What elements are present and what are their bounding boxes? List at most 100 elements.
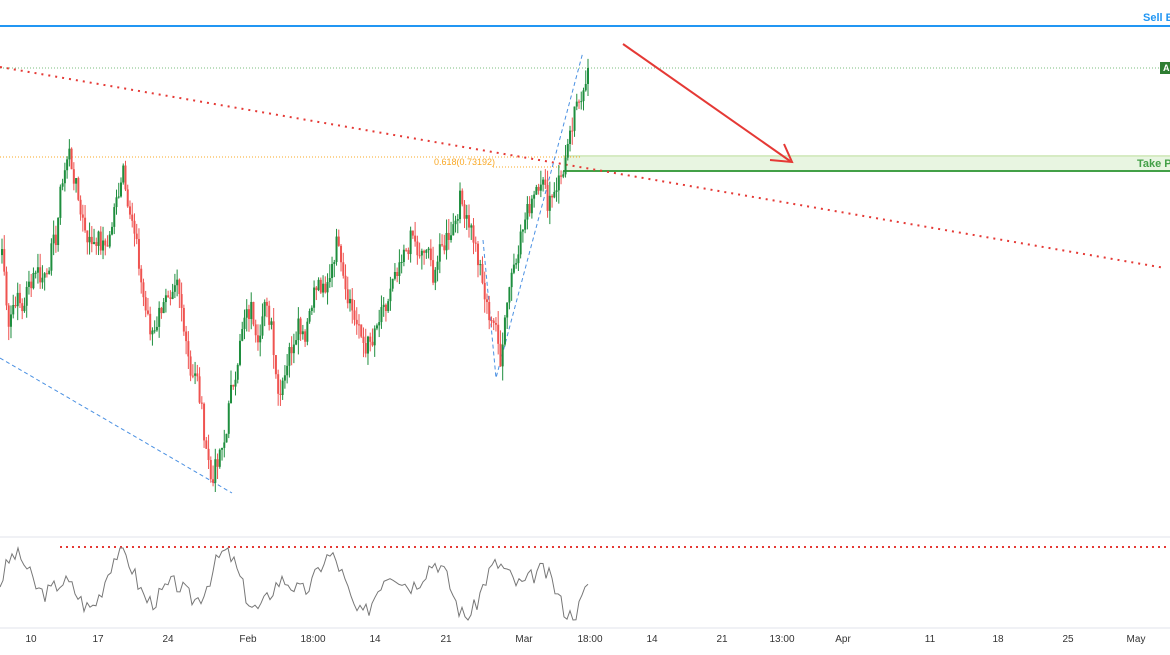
candle-body bbox=[122, 165, 125, 183]
candle-body bbox=[41, 277, 44, 283]
candle bbox=[117, 182, 120, 199]
candle-body bbox=[79, 199, 82, 215]
candle bbox=[97, 230, 100, 256]
candle-body bbox=[88, 236, 91, 243]
x-tick-label: 14 bbox=[646, 634, 658, 645]
candle-body bbox=[357, 324, 360, 326]
candle-body bbox=[575, 101, 578, 107]
x-tick-label: 18:00 bbox=[300, 634, 325, 645]
candle bbox=[526, 196, 529, 230]
candle-body bbox=[429, 248, 432, 261]
descending-trendline[interactable] bbox=[0, 66, 1166, 269]
candle bbox=[234, 371, 237, 396]
candle bbox=[88, 222, 91, 255]
candle bbox=[16, 282, 19, 321]
candle bbox=[286, 354, 289, 384]
candle-body bbox=[441, 244, 444, 246]
candle bbox=[241, 321, 244, 342]
candle bbox=[45, 268, 48, 278]
candle-body bbox=[407, 250, 410, 255]
candle bbox=[119, 177, 122, 198]
candle bbox=[32, 267, 35, 290]
candle bbox=[337, 229, 340, 247]
candle bbox=[414, 221, 417, 247]
candle bbox=[245, 299, 248, 332]
candle bbox=[113, 203, 116, 235]
candle bbox=[187, 331, 190, 369]
candle-body bbox=[27, 281, 30, 287]
candle bbox=[331, 256, 334, 288]
candle bbox=[250, 292, 253, 330]
candle-body bbox=[81, 214, 84, 218]
candle bbox=[398, 249, 401, 285]
candle bbox=[324, 276, 327, 294]
candle bbox=[9, 305, 12, 339]
candle-body bbox=[149, 313, 152, 335]
candle-body bbox=[506, 302, 509, 318]
candle-body bbox=[234, 379, 237, 387]
candle bbox=[270, 317, 273, 330]
candle-body bbox=[326, 282, 329, 293]
candle-body bbox=[25, 286, 28, 306]
candle-body bbox=[86, 230, 89, 243]
candle bbox=[299, 316, 302, 341]
candle-body bbox=[425, 250, 428, 253]
pattern-lines bbox=[0, 357, 233, 494]
candle bbox=[497, 311, 500, 355]
candle-body bbox=[263, 301, 266, 317]
candle-body bbox=[499, 343, 502, 367]
candle-body bbox=[434, 269, 437, 283]
candle-body bbox=[212, 479, 215, 483]
candle bbox=[393, 263, 396, 281]
candle-body bbox=[45, 273, 48, 275]
candle-body bbox=[52, 234, 55, 244]
candle bbox=[203, 402, 206, 448]
candle-body bbox=[254, 324, 257, 336]
candle bbox=[459, 182, 462, 224]
candle-body bbox=[223, 442, 226, 448]
candle-body bbox=[373, 328, 376, 346]
candle-body bbox=[344, 275, 347, 290]
candle-body bbox=[510, 272, 513, 288]
candle bbox=[571, 117, 574, 145]
candle bbox=[178, 278, 181, 309]
candle-body bbox=[355, 319, 358, 325]
candle bbox=[212, 465, 215, 487]
candle bbox=[510, 268, 513, 301]
candle-body bbox=[268, 305, 271, 325]
candle bbox=[501, 332, 504, 381]
candle-body bbox=[180, 294, 183, 308]
candle-body bbox=[131, 214, 134, 221]
candle-body bbox=[551, 195, 554, 198]
candle bbox=[582, 87, 585, 111]
candle-body bbox=[176, 279, 179, 286]
candle-body bbox=[497, 324, 500, 344]
candle bbox=[131, 202, 134, 228]
candle bbox=[301, 324, 304, 340]
candle-body bbox=[182, 307, 185, 332]
candle-body bbox=[319, 279, 322, 293]
candle-body bbox=[331, 263, 334, 279]
candle bbox=[544, 169, 547, 189]
candle-body bbox=[299, 318, 302, 335]
candle-body bbox=[542, 179, 545, 185]
candle-body bbox=[288, 347, 291, 366]
candle bbox=[180, 282, 183, 322]
candle-body bbox=[454, 220, 457, 225]
candle-body bbox=[247, 309, 250, 320]
candle-body bbox=[501, 344, 504, 367]
candle bbox=[416, 235, 419, 265]
candle-body bbox=[340, 245, 343, 263]
oscillator-line bbox=[0, 546, 589, 621]
candle-body bbox=[155, 326, 158, 331]
candle bbox=[445, 219, 448, 260]
candle bbox=[533, 190, 536, 208]
candle bbox=[137, 228, 140, 276]
price-tag-label: A bbox=[1163, 63, 1170, 73]
candle bbox=[21, 298, 24, 320]
take-profit-zone bbox=[563, 155, 1170, 171]
candle-body bbox=[104, 240, 107, 246]
candle bbox=[225, 433, 228, 443]
x-tick-label: 24 bbox=[162, 634, 174, 645]
